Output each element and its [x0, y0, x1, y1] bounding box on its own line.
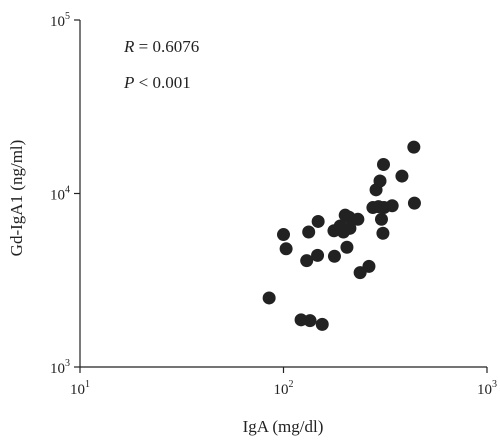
- y-tick-label: 105: [50, 11, 70, 30]
- data-point: [376, 157, 390, 171]
- data-point: [311, 248, 325, 262]
- data-point: [302, 225, 316, 239]
- y-tick-label: 104: [50, 185, 70, 204]
- p-annotation: P < 0.001: [123, 73, 191, 92]
- data-point: [311, 214, 325, 228]
- y-axis-ticks: 103 104 105: [50, 11, 80, 377]
- r-annotation: R = 0.6076: [123, 37, 199, 56]
- data-points: [262, 140, 421, 331]
- x-tick-label: 101: [70, 379, 90, 398]
- data-point: [407, 196, 421, 210]
- data-point: [303, 314, 317, 328]
- data-point: [362, 259, 376, 273]
- data-point: [327, 249, 341, 263]
- x-tick-label: 103: [477, 379, 497, 398]
- p-value: < 0.001: [134, 73, 190, 92]
- data-point: [340, 240, 354, 254]
- data-point: [351, 212, 365, 226]
- x-tick-label: 102: [274, 379, 294, 398]
- y-axis-title: Gd-IgA1 (ng/ml): [7, 140, 26, 257]
- x-axis-title: IgA (mg/dl): [243, 417, 324, 436]
- data-point: [279, 242, 293, 256]
- data-point: [300, 254, 314, 268]
- p-label: P: [123, 73, 134, 92]
- y-tick-label: 103: [50, 358, 70, 377]
- data-point: [385, 199, 399, 213]
- data-point: [315, 317, 329, 331]
- data-point: [277, 228, 290, 242]
- data-point: [407, 140, 421, 154]
- data-point: [262, 291, 276, 305]
- r-label: R: [123, 37, 135, 56]
- r-value: = 0.6076: [134, 37, 199, 56]
- data-point: [373, 174, 387, 188]
- data-point: [343, 221, 357, 235]
- data-point: [395, 169, 409, 183]
- data-point: [376, 226, 390, 240]
- data-point: [374, 212, 388, 226]
- x-axis-ticks: 101 102 103: [70, 367, 497, 398]
